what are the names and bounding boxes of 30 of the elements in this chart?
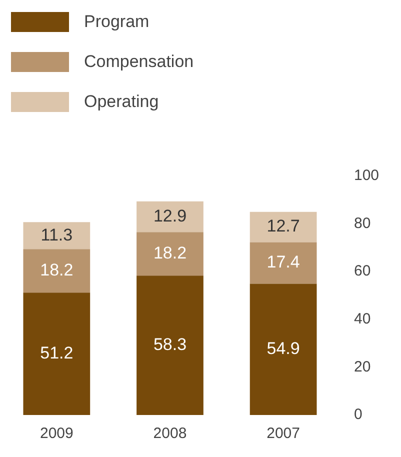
bar bbox=[136, 276, 204, 415]
bar bbox=[250, 212, 317, 242]
bar bbox=[136, 201, 204, 232]
y-tick-label: 60 bbox=[354, 262, 371, 280]
x-tick-label: 2007 bbox=[266, 425, 300, 442]
data-label: 12.9 bbox=[153, 206, 187, 226]
legend-label: Compensation bbox=[84, 52, 194, 72]
y-tick-label: 80 bbox=[354, 214, 371, 232]
bar bbox=[250, 242, 317, 284]
data-label: 12.7 bbox=[266, 216, 300, 236]
bar bbox=[250, 284, 317, 415]
x-tick-label: 2008 bbox=[153, 425, 187, 442]
bar bbox=[23, 292, 90, 415]
data-label: 18.2 bbox=[153, 244, 187, 263]
bar bbox=[23, 222, 90, 250]
x-tick-label: 2009 bbox=[40, 425, 74, 442]
y-tick-label: 100 bbox=[354, 167, 380, 184]
y-tick-label: 40 bbox=[354, 310, 371, 328]
bar bbox=[136, 232, 204, 276]
data-label: 58.3 bbox=[153, 335, 187, 354]
data-label: 54.9 bbox=[266, 339, 300, 358]
data-label: 17.4 bbox=[266, 252, 300, 272]
y-tick-label: 20 bbox=[354, 358, 371, 376]
bar bbox=[23, 249, 90, 293]
data-label: 18.2 bbox=[40, 260, 74, 280]
data-label: 11.3 bbox=[40, 225, 73, 244]
legend-label: Operating bbox=[84, 92, 159, 112]
y-tick-label: 0 bbox=[354, 406, 362, 424]
data-label: 51.2 bbox=[40, 344, 74, 363]
legend-label: Program bbox=[84, 12, 150, 32]
